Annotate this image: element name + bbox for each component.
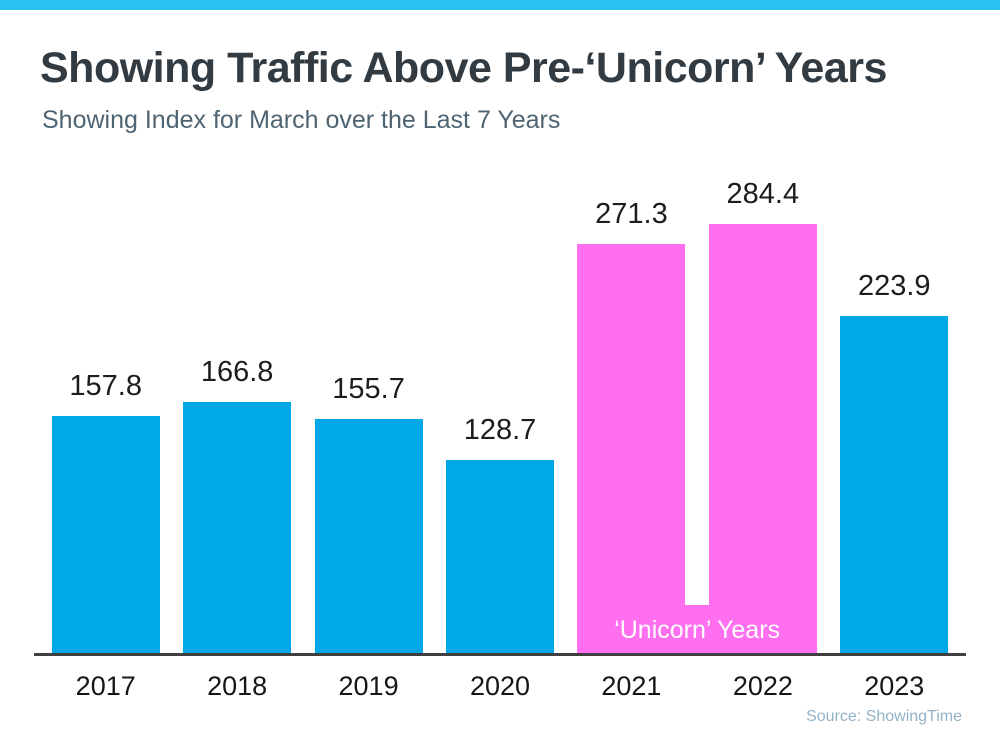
x-tick-2022: 2022 <box>732 671 793 701</box>
value-label-2021: 271.3 <box>595 198 668 230</box>
value-label-2018: 166.8 <box>200 356 274 388</box>
bar-2023 <box>840 316 949 655</box>
x-tick-2018: 2018 <box>207 671 268 701</box>
x-tick-2023: 2023 <box>864 671 925 701</box>
top-accent-bar <box>0 0 1000 10</box>
bar-2019 <box>314 419 423 655</box>
page-title: Showing Traffic Above Pre-‘Unicorn’ Year… <box>40 44 887 92</box>
x-tick-2021: 2021 <box>601 671 662 701</box>
page-subtitle: Showing Index for March over the Last 7 … <box>42 106 561 134</box>
value-label-2022: 284.4 <box>726 178 800 210</box>
bar-2018 <box>183 402 292 655</box>
value-label-2017: 157.8 <box>69 370 142 402</box>
x-tick-2019: 2019 <box>338 671 399 701</box>
bar-2017 <box>51 416 160 655</box>
unicorn-years-label: ‘Unicorn’ Years <box>614 615 781 644</box>
bar-2020 <box>446 460 554 655</box>
source-caption: Source: ShowingTime <box>806 708 962 725</box>
x-tick-2017: 2017 <box>75 671 136 701</box>
bar-2022 <box>708 224 817 655</box>
value-label-2020: 128.7 <box>463 414 537 446</box>
x-tick-2020: 2020 <box>469 671 531 701</box>
value-label-2023: 223.9 <box>857 270 931 302</box>
bar-chart: 157.8 2017 166.8 2018 155.7 2019 128.7 2020 271.… <box>34 160 966 720</box>
bar-2021 <box>577 244 686 655</box>
unicorn-years-band: ‘Unicorn’ Years <box>577 605 817 655</box>
x-axis-line <box>34 653 966 656</box>
value-label-2019: 155.7 <box>332 373 405 405</box>
